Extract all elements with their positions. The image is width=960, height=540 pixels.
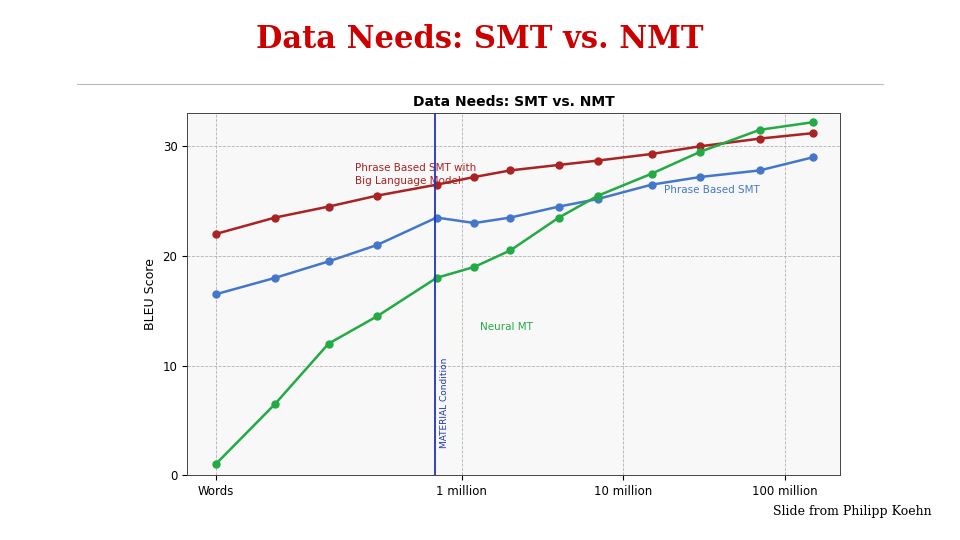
Text: Phrase Based SMT with
Big Language Model: Phrase Based SMT with Big Language Model — [355, 163, 477, 186]
Title: Data Needs: SMT vs. NMT: Data Needs: SMT vs. NMT — [413, 96, 614, 110]
Text: MATERIAL Condition: MATERIAL Condition — [440, 357, 449, 448]
Text: Neural MT: Neural MT — [480, 322, 533, 332]
Y-axis label: BLEU Score: BLEU Score — [144, 258, 157, 330]
Text: Data Needs: SMT vs. NMT: Data Needs: SMT vs. NMT — [256, 24, 704, 55]
Text: Phrase Based SMT: Phrase Based SMT — [664, 185, 760, 195]
Text: Slide from Philipp Koehn: Slide from Philipp Koehn — [773, 505, 931, 518]
